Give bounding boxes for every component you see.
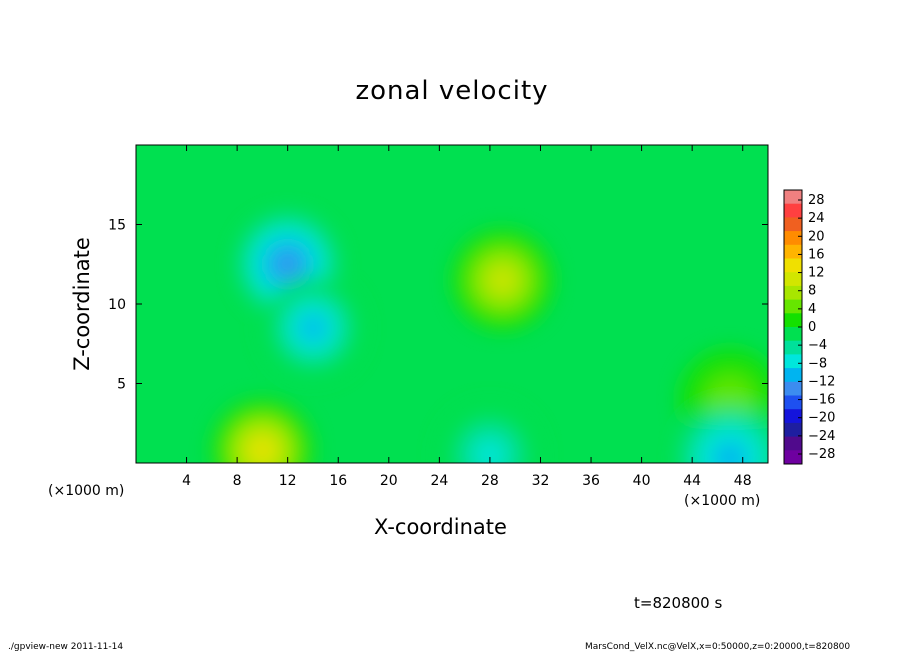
heatmap-feature-5-level-2 bbox=[473, 438, 507, 463]
x-tick-label: 48 bbox=[734, 473, 752, 489]
colorbar-tick-label: −4 bbox=[808, 338, 827, 353]
colorbar-band bbox=[784, 368, 802, 383]
colorbar-tick-label: −16 bbox=[808, 393, 835, 408]
colorbar-band bbox=[784, 354, 802, 369]
colorbar: 28 24 20 16 12 8 4 0 −4 −8 −12 −16 −20 −24 −28 bbox=[783, 189, 835, 465]
colorbar-tick-label: 8 bbox=[808, 284, 816, 299]
time-label: t=820800 s bbox=[634, 594, 723, 612]
x-tick-label: 4 bbox=[182, 473, 191, 489]
colorbar-tick-label: 28 bbox=[808, 193, 825, 208]
heatmap-feature-6-level-2 bbox=[713, 441, 747, 463]
colorbar-band bbox=[784, 231, 802, 246]
colorbar-tick-label: 24 bbox=[808, 211, 825, 226]
footer-right: MarsCond_VelX.nc@VelX,x=0:50000,z=0:2000… bbox=[585, 642, 851, 652]
heatmap-features bbox=[211, 213, 768, 463]
chart-title: zonal velocity bbox=[355, 76, 549, 106]
x-tick-label: 16 bbox=[329, 473, 347, 489]
colorbar-band bbox=[784, 327, 802, 342]
colorbar-tick-label: 16 bbox=[808, 247, 825, 262]
heatmap-feature-3-level-4 bbox=[252, 440, 273, 461]
x-tick-label: 40 bbox=[633, 473, 651, 489]
x-tick-label: 8 bbox=[233, 473, 242, 489]
heatmap-feature-2-level-3 bbox=[489, 267, 516, 293]
heatmap-feature-1-level-3 bbox=[300, 315, 326, 341]
colorbar-tick-label: 20 bbox=[808, 229, 825, 244]
colorbar-band bbox=[784, 409, 802, 424]
colorbar-band bbox=[784, 190, 802, 205]
colorbar-tick-label: −24 bbox=[808, 429, 835, 444]
x-tick-label: 32 bbox=[532, 473, 550, 489]
colorbar-band bbox=[784, 340, 802, 355]
colorbar-tick-label: 4 bbox=[808, 302, 816, 317]
colorbar-band bbox=[784, 313, 802, 328]
y-tick-label: 15 bbox=[108, 218, 126, 234]
colorbar-tick-label: −8 bbox=[808, 356, 827, 371]
x-tick-label: 36 bbox=[582, 473, 600, 489]
y-tick-label: 10 bbox=[108, 297, 126, 313]
colorbar-tick-label: 12 bbox=[808, 266, 825, 281]
colorbar-band bbox=[784, 203, 802, 218]
colorbar-band bbox=[784, 450, 802, 465]
colorbar-band bbox=[784, 381, 802, 396]
colorbar-tick-label: −28 bbox=[808, 447, 835, 462]
y-axis: 5 10 15 bbox=[108, 218, 768, 393]
heatmap-feature-0-level-3 bbox=[275, 251, 301, 277]
colorbar-band bbox=[784, 395, 802, 410]
colorbar-band bbox=[784, 285, 802, 301]
colorbar-band bbox=[784, 217, 802, 232]
colorbar-band bbox=[784, 299, 802, 314]
colorbar-band bbox=[784, 244, 802, 259]
colorbar-band bbox=[784, 272, 802, 287]
x-tick-label: 44 bbox=[683, 473, 701, 489]
y-tick-label: 5 bbox=[117, 377, 126, 393]
x-tick-label: 28 bbox=[481, 473, 499, 489]
x-tick-label: 12 bbox=[279, 473, 297, 489]
x-unit-label-right: (×1000 m) bbox=[684, 493, 761, 509]
colorbar-tick-label: 0 bbox=[808, 320, 816, 335]
heatmap-plot-area bbox=[136, 145, 768, 463]
y-axis-label: Z-coordinate bbox=[70, 237, 94, 371]
x-unit-label-left: (×1000 m) bbox=[48, 483, 125, 499]
x-axis-label: X-coordinate bbox=[374, 515, 507, 539]
colorbar-band bbox=[784, 422, 802, 438]
x-axis: 4 8 12 16 20 24 28 32 36 40 44 48 bbox=[182, 145, 752, 489]
colorbar-band bbox=[784, 436, 802, 451]
x-tick-label: 20 bbox=[380, 473, 398, 489]
colorbar-tick-label: −20 bbox=[808, 411, 835, 426]
colorbar-tick-label: −12 bbox=[808, 374, 835, 389]
x-tick-label: 24 bbox=[430, 473, 448, 489]
colorbar-band bbox=[784, 258, 802, 273]
footer-left: ./gpview-new 2011-11-14 bbox=[8, 642, 124, 652]
